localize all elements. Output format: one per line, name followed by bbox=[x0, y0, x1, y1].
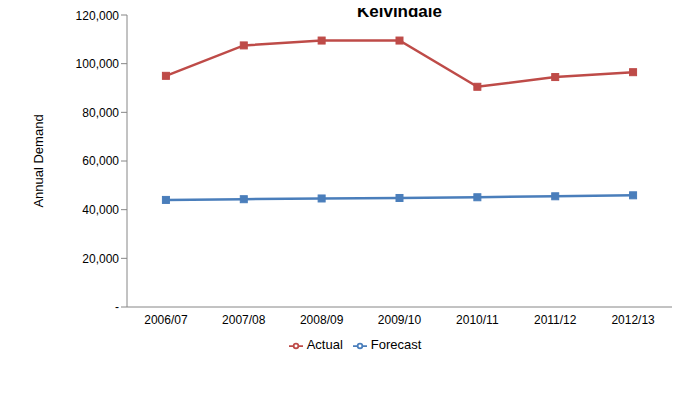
svg-text:60,000: 60,000 bbox=[82, 154, 119, 168]
svg-text:20,000: 20,000 bbox=[82, 252, 119, 266]
svg-text:2007/08: 2007/08 bbox=[222, 313, 266, 327]
svg-text:2011/12: 2011/12 bbox=[534, 313, 577, 327]
svg-text:Annual Demand: Annual Demand bbox=[31, 114, 46, 207]
svg-text:40,000: 40,000 bbox=[82, 203, 119, 217]
svg-text:2009/10: 2009/10 bbox=[378, 313, 422, 327]
svg-text:100,000: 100,000 bbox=[76, 57, 120, 71]
svg-text:2008/09: 2008/09 bbox=[300, 313, 344, 327]
svg-text:2010/11: 2010/11 bbox=[456, 313, 499, 327]
svg-text:2006/07: 2006/07 bbox=[144, 313, 188, 327]
html-text:Actual: Actual bbox=[306, 337, 343, 352]
svg-text:120,000: 120,000 bbox=[76, 9, 120, 23]
svg-text:-: - bbox=[115, 300, 119, 314]
svg-text:80,000: 80,000 bbox=[82, 106, 119, 120]
html-text:Forecast: Forecast bbox=[370, 337, 422, 352]
svg-text:2012/13: 2012/13 bbox=[611, 313, 655, 327]
html-text:Kelvindale: Kelvindale bbox=[357, 2, 442, 21]
